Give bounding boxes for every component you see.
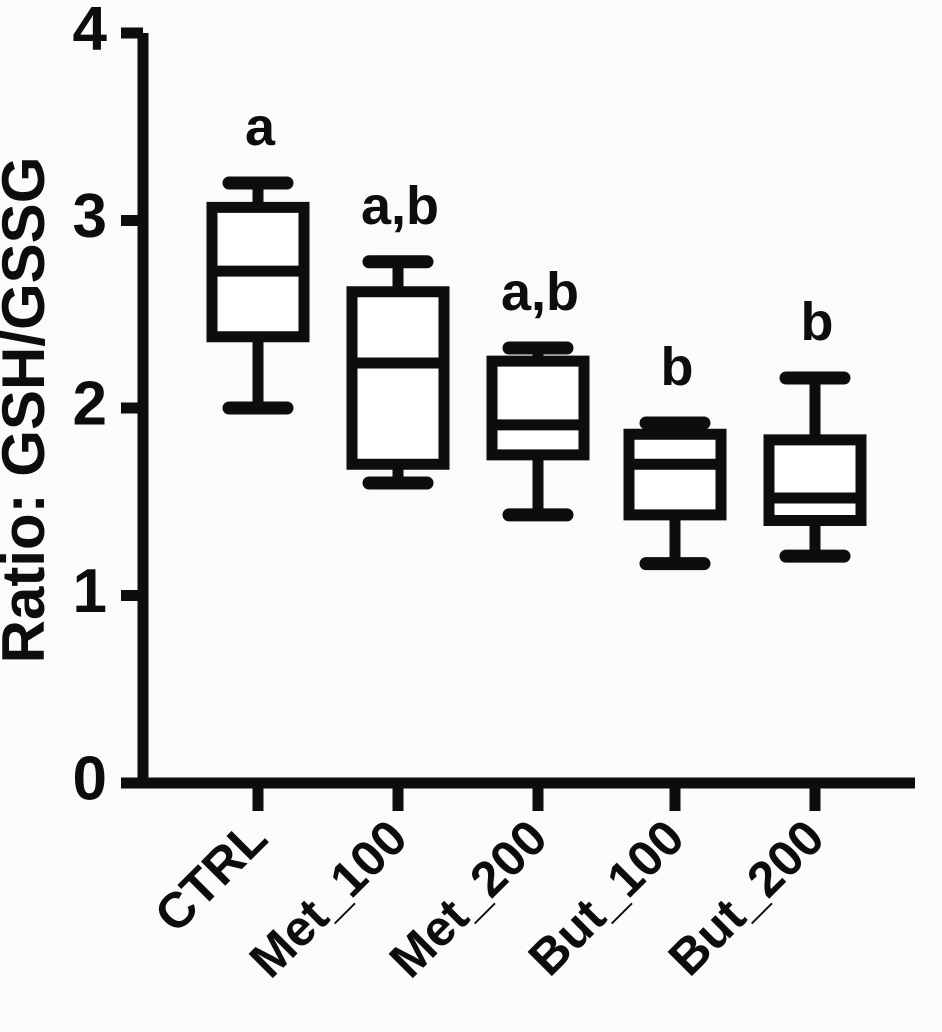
y-tick-label-0: 0	[73, 744, 107, 813]
axes	[121, 27, 915, 811]
x-tick-label-But_200: But_200	[658, 809, 835, 986]
y-tick-label-1: 1	[73, 557, 107, 626]
box-Met_100	[346, 255, 450, 490]
annotation-But_100: b	[661, 337, 694, 397]
y-axis-title: Ratio: GSH/GSSG	[0, 157, 57, 664]
annotation-But_200: b	[801, 292, 834, 352]
y-tick-labels: 0 1 2 3 4	[73, 0, 108, 813]
significance-annotations: a a,b a,b b b	[245, 97, 834, 397]
box-rect-Met_100	[346, 286, 450, 470]
annotation-CTRL: a	[245, 97, 276, 157]
box-CTRL	[206, 176, 310, 415]
y-tick-label-4: 4	[73, 0, 108, 63]
annotation-Met_200: a,b	[501, 262, 579, 322]
box-rect-But_200	[763, 434, 867, 526]
y-axis-title-text: Ratio: GSH/GSSG	[0, 157, 57, 664]
box-rect-But_100	[623, 428, 727, 521]
box-But_200	[763, 371, 867, 563]
box-series	[206, 176, 867, 571]
x-tick-label-CTRL: CTRL	[144, 809, 278, 943]
box-rect-Met_200	[486, 355, 590, 461]
box-Met_200	[486, 341, 590, 522]
x-tick-label-Met_200: Met_200	[379, 809, 558, 988]
y-tick-label-2: 2	[73, 369, 107, 438]
annotation-Met_100: a,b	[361, 176, 439, 236]
y-tick-label-3: 3	[73, 182, 107, 251]
box-But_100	[623, 416, 727, 571]
